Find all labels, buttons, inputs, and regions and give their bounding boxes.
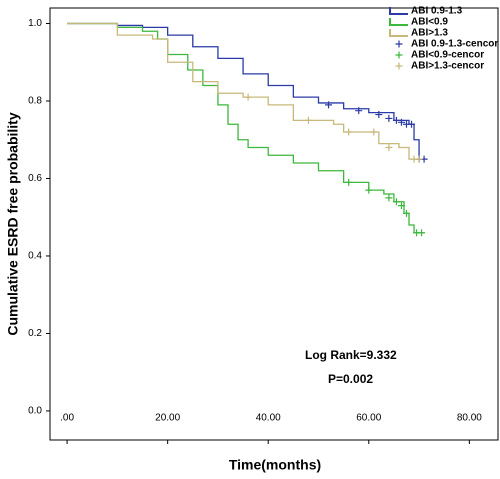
legend-swatch (389, 7, 408, 15)
x-tick-label: 20.00 (155, 413, 180, 424)
legend-swatch (389, 18, 408, 26)
censor-mark (397, 118, 405, 126)
legend-label: ABI 0.9-1.3-cencor (411, 39, 498, 50)
x-tick-label: 80.00 (457, 413, 482, 424)
y-tick-label: 1.0 (28, 18, 42, 29)
legend-label: ABI>1.3-cencor (411, 61, 484, 72)
legend-swatch (395, 51, 403, 59)
x-axis-label: Time(months) (229, 457, 321, 473)
y-axis-label: Cumulative ESRD free probability (5, 112, 21, 335)
y-tick-label: 0.6 (28, 173, 42, 184)
legend-label: ABI 0.9-1.3 (411, 6, 463, 17)
annotation: P=0.002 (328, 372, 373, 386)
plot-frame (49, 7, 499, 441)
censor-mark (392, 116, 400, 124)
censor-mark (244, 93, 252, 101)
censor-mark (415, 155, 423, 163)
censor-mark (408, 120, 416, 128)
x-tick-label: 40.00 (256, 413, 281, 424)
legend-swatch (395, 40, 403, 48)
legend-label: ABI<0.9-cencor (411, 50, 484, 61)
x-tick-label: 60.00 (356, 413, 381, 424)
y-tick-label: 0.2 (28, 328, 42, 339)
censor-mark (392, 198, 400, 206)
censor-mark (345, 128, 353, 136)
legend-label: ABI>1.3 (411, 28, 448, 39)
x-tick-label: .00 (60, 413, 74, 424)
censor-mark (370, 128, 378, 136)
censor-mark (355, 107, 363, 115)
survival-line (67, 22, 425, 234)
censor-mark (365, 186, 373, 194)
survival-line (67, 22, 425, 160)
censor-mark (402, 209, 410, 217)
censor-mark (375, 111, 383, 119)
y-tick-label: 0.8 (28, 96, 42, 107)
annotation: Log Rank=9.332 (305, 348, 397, 362)
censor-mark (397, 202, 405, 210)
y-tick-label: 0.4 (28, 251, 42, 262)
censor-mark (418, 229, 426, 237)
censor-mark (325, 101, 333, 109)
y-tick-label: 0.0 (28, 406, 42, 417)
legend-label: ABI<0.9 (411, 17, 448, 28)
survival-line (67, 22, 425, 160)
censor-mark (304, 116, 312, 124)
legend-swatch (389, 29, 408, 37)
censor-mark (385, 143, 393, 151)
legend-swatch (395, 62, 403, 70)
censor-mark (345, 178, 353, 186)
censor-mark (385, 194, 393, 202)
censor-mark (385, 114, 393, 122)
